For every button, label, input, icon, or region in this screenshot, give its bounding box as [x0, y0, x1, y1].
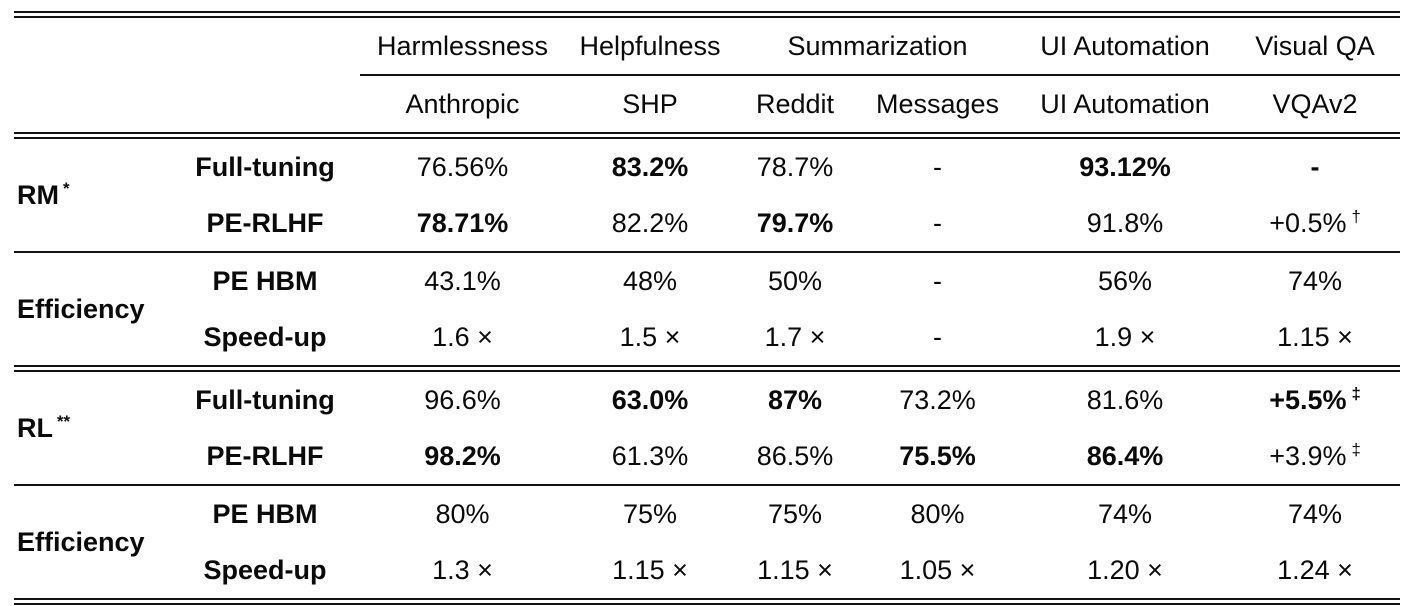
cell-rl-pe-vqa: +3.9% ‡: [1230, 428, 1400, 485]
cell-eff-rl-speed-ui-automation: 1.20 ×: [1087, 554, 1163, 585]
cell-rm-pe-shp: 82.2%: [611, 207, 689, 238]
row-label-pe-rlhf-rl: PE-RLHF: [206, 440, 324, 471]
cell-eff-rm-hbm-ui-automation: 56%: [1020, 251, 1230, 309]
double-dagger-mark: ‡: [1351, 383, 1361, 403]
cell-rm-full-messages: -: [933, 151, 942, 182]
cell-eff-rl-speed-vqa: 1.24 ×: [1277, 554, 1353, 585]
row-label-speed-up: Speed-up: [203, 321, 327, 352]
cell-eff-rl-hbm-shp: 75%: [565, 484, 735, 542]
table-row-eff-rl-pe-hbm: Efficiency PE HBM 80% 75% 75% 80% 74% 74…: [14, 484, 1400, 602]
dataset-header-row: Anthropic SHP Reddit Messages UI Automat…: [14, 75, 1400, 139]
cell-eff-rl-hbm-reddit: 75%: [735, 484, 855, 542]
table-row-rl-full-tuning: RL ** Full-tuning 96.6% 63.0% 87% 73.2% 8…: [14, 365, 1400, 485]
cell-rl-full-anthropic: 96.6%: [360, 365, 565, 428]
section-label-rl: RL **: [14, 365, 170, 485]
cell-eff-rm-speed-vqa: 1.15 ×: [1277, 321, 1353, 352]
results-table: Harmlessness Helpfulness Summarization U…: [14, 11, 1400, 605]
header-empty-group: [14, 15, 170, 76]
rl-double-asterisk: **: [57, 411, 71, 431]
cell-rl-pe-ui-automation: 86.4%: [1086, 440, 1164, 471]
header-dataset-reddit: Reddit: [735, 75, 855, 139]
header-task-visual-qa: Visual QA: [1230, 14, 1400, 76]
task-header-row: Harmlessness Helpfulness Summarization U…: [14, 14, 1400, 76]
header-task-harmlessness: Harmlessness: [360, 14, 565, 76]
section-label-rm-text: RM: [17, 179, 59, 210]
cell-rl-pe-vqa-value: +3.9%: [1269, 440, 1347, 471]
header-dataset-ui-automation: UI Automation: [1020, 75, 1230, 139]
row-label-pe-rlhf: PE-RLHF: [206, 207, 324, 238]
cell-rm-full-reddit: 78.7%: [756, 151, 834, 182]
cell-eff-rm-speed-ui-automation: 1.9 ×: [1094, 321, 1156, 352]
row-label-full-tuning: Full-tuning: [195, 151, 335, 182]
row-label-speed-up-rl: Speed-up: [203, 554, 327, 585]
cell-eff-rl-hbm-messages: 80%: [855, 484, 1020, 542]
row-label-full-tuning-rl: Full-tuning: [170, 365, 360, 428]
dagger-mark: †: [1351, 206, 1361, 226]
row-label-pe-hbm-rl: PE HBM: [170, 484, 360, 542]
cell-rl-pe-shp: 61.3%: [611, 440, 689, 471]
table-row-eff-rm-speed-up: Speed-up 1.6 × 1.5 × 1.7 × - 1.9 × 1.15 …: [14, 309, 1400, 369]
cell-rm-pe-messages: -: [933, 207, 942, 238]
cell-rm-full-ui-automation: 93.12%: [1079, 151, 1171, 182]
header-empty-method: [170, 15, 360, 76]
cell-eff-rl-hbm-ui-automation: 74%: [1020, 484, 1230, 542]
header-dataset-anthropic: Anthropic: [360, 75, 565, 139]
section-label-efficiency-rl-text: Efficiency: [17, 526, 145, 557]
rm-asterisk: *: [63, 178, 70, 198]
cell-eff-rl-hbm-anthropic: 80%: [360, 484, 565, 542]
cell-eff-rm-hbm-reddit: 50%: [735, 251, 855, 309]
section-label-efficiency-rm-text: Efficiency: [17, 293, 145, 324]
cell-eff-rl-speed-shp: 1.15 ×: [612, 554, 688, 585]
cell-eff-rm-speed-messages: -: [933, 321, 942, 352]
cell-eff-rm-hbm-vqa: 74%: [1230, 251, 1400, 309]
header-dataset-vqav2: VQAv2: [1230, 75, 1400, 139]
table-row-eff-rl-speed-up: Speed-up 1.3 × 1.15 × 1.15 × 1.05 × 1.20…: [14, 542, 1400, 602]
cell-rl-full-reddit: 87%: [735, 365, 855, 428]
header-task-ui-automation: UI Automation: [1020, 14, 1230, 76]
header-dataset-shp: SHP: [565, 75, 735, 139]
cell-eff-rl-hbm-vqa: 74%: [1230, 484, 1400, 542]
header-dataset-messages: Messages: [855, 75, 1020, 139]
cell-eff-rl-speed-anthropic: 1.3 ×: [432, 554, 493, 585]
cell-eff-rl-speed-messages: 1.05 ×: [899, 554, 976, 585]
cell-rl-full-shp: 63.0%: [565, 365, 735, 428]
cell-eff-rm-speed-shp: 1.5 ×: [619, 321, 681, 352]
cell-rl-pe-messages: 75.5%: [899, 440, 976, 471]
cell-eff-rm-hbm-shp: 48%: [565, 251, 735, 309]
table-row-rm-full-tuning: RM * Full-tuning 76.56% 83.2% 78.7% - 93.…: [14, 136, 1400, 210]
cell-rm-pe-vqa: +0.5% †: [1230, 195, 1400, 252]
section-label-efficiency-rm: Efficiency: [14, 251, 170, 369]
cell-rm-full-anthropic: 76.56%: [416, 151, 509, 182]
table-row-rl-pe-rlhf: PE-RLHF 98.2% 61.3% 86.5% 75.5% 86.4% +3…: [14, 428, 1400, 485]
cell-rm-full-vqa: -: [1310, 151, 1320, 182]
header-task-helpfulness: Helpfulness: [565, 14, 735, 76]
cell-eff-rm-hbm-messages: -: [855, 251, 1020, 309]
header-empty-group2: [14, 75, 170, 139]
cell-rl-full-ui-automation: 81.6%: [1020, 365, 1230, 428]
cell-eff-rm-hbm-anthropic: 43.1%: [360, 251, 565, 309]
table-row-eff-rm-pe-hbm: Efficiency PE HBM 43.1% 48% 50% - 56% 74…: [14, 251, 1400, 369]
cell-rl-full-vqa-value: +5.5%: [1269, 384, 1347, 415]
cell-rm-full-shp: 83.2%: [611, 151, 689, 182]
cell-rm-pe-anthropic: 78.71%: [416, 207, 509, 238]
table-row-rm-pe-rlhf: PE-RLHF 78.71% 82.2% 79.7% - 91.8% +0.5%…: [14, 195, 1400, 252]
cell-rl-pe-reddit: 86.5%: [756, 440, 834, 471]
header-task-summarization: Summarization: [735, 14, 1020, 76]
cell-eff-rm-speed-anthropic: 1.6 ×: [432, 321, 493, 352]
section-label-efficiency-rl: Efficiency: [14, 484, 170, 602]
cell-eff-rm-speed-reddit: 1.7 ×: [764, 321, 826, 352]
cell-rm-pe-reddit: 79.7%: [756, 207, 834, 238]
section-label-rl-text: RL: [17, 412, 53, 443]
cell-rm-pe-vqa-value: +0.5%: [1269, 207, 1347, 238]
cell-rm-pe-ui-automation: 91.8%: [1086, 207, 1164, 238]
cell-rl-full-messages: 73.2%: [855, 365, 1020, 428]
double-dagger-mark-2: ‡: [1351, 439, 1361, 459]
header-empty-method2: [170, 75, 360, 139]
cell-rl-pe-anthropic: 98.2%: [424, 440, 501, 471]
row-label-pe-hbm: PE HBM: [170, 251, 360, 309]
cell-rl-full-vqa: +5.5% ‡: [1230, 365, 1400, 428]
cell-eff-rl-speed-reddit: 1.15 ×: [757, 554, 833, 585]
section-label-rm: RM *: [14, 136, 170, 253]
